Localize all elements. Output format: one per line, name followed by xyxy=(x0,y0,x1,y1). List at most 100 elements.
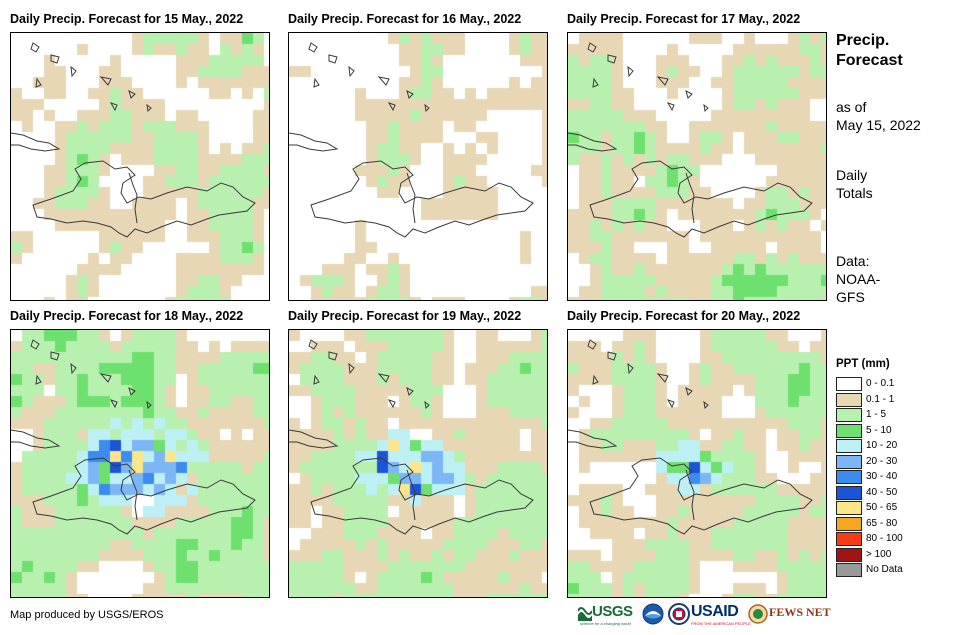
bahamas-coastline xyxy=(627,362,634,375)
forecast-panel-5: Daily Precip. Forecast for 19 May., 2022 xyxy=(288,309,548,598)
border-line xyxy=(406,469,416,521)
legend-title: PPT (mm) xyxy=(836,358,890,370)
totals-label: Daily Totals xyxy=(836,166,873,202)
bahamas-coastline xyxy=(109,399,118,409)
legend-swatch xyxy=(836,516,862,531)
forecast-panel-4: Daily Precip. Forecast for 18 May., 2022 xyxy=(10,309,270,598)
hispaniola-coastline xyxy=(32,160,256,238)
legend-label: 40 - 50 xyxy=(866,486,898,498)
hispaniola-coastline xyxy=(589,160,813,238)
legend-swatch xyxy=(836,485,862,500)
bahamas-coastline xyxy=(128,90,136,99)
bahamas-coastline xyxy=(99,373,112,383)
forecast-panel-2: Daily Precip. Forecast for 16 May., 2022 xyxy=(288,12,548,301)
border-line xyxy=(685,172,695,224)
legend-label: > 100 xyxy=(866,548,892,560)
bahamas-coastline xyxy=(627,65,634,78)
precip-map xyxy=(567,32,827,301)
data-source-line1: Data: xyxy=(836,253,870,269)
precip-map xyxy=(288,32,548,301)
bahamas-coastline xyxy=(109,102,118,112)
bahamas-coastline xyxy=(656,373,669,383)
precip-raster xyxy=(568,330,826,597)
bahamas-coastline xyxy=(406,90,414,99)
bahamas-coastline xyxy=(377,76,390,86)
legend-swatch xyxy=(836,501,862,515)
legend-swatch xyxy=(836,408,862,422)
bahamas-coastline xyxy=(387,102,396,112)
forecast-panel-3: Daily Precip. Forecast for 17 May., 2022 xyxy=(567,12,827,301)
totals-line1: Daily xyxy=(836,167,868,183)
panel-title: Daily Precip. Forecast for 17 May., 2022 xyxy=(567,12,801,26)
bahamas-coastline xyxy=(607,351,617,361)
coastline-overlay xyxy=(289,339,534,535)
coastline-overlay xyxy=(11,42,256,238)
precip-raster xyxy=(289,330,547,597)
panel-title: Daily Precip. Forecast for 15 May., 2022 xyxy=(10,12,244,26)
hispaniola-coastline xyxy=(310,160,534,238)
bahamas-coastline xyxy=(30,339,40,350)
bahamas-coastline xyxy=(424,103,430,113)
bahamas-coastline xyxy=(50,351,60,361)
border-line xyxy=(128,172,138,224)
panel-title: Daily Precip. Forecast for 20 May., 2022 xyxy=(567,309,801,323)
bahamas-coastline xyxy=(666,102,675,112)
bahamas-coastline xyxy=(656,76,669,86)
bahamas-coastline xyxy=(592,374,599,385)
legend-label: No Data xyxy=(866,564,903,575)
usgs-logo-icon xyxy=(578,607,592,621)
bahamas-coastline xyxy=(387,399,396,409)
bahamas-coastline xyxy=(313,374,320,385)
bahamas-coastline xyxy=(30,42,40,53)
border-line xyxy=(128,469,138,521)
bahamas-coastline xyxy=(308,42,318,53)
coastline-overlay xyxy=(289,42,534,238)
seal-icon xyxy=(668,603,690,625)
cuba-coastline xyxy=(11,132,61,152)
as-of-label: as of xyxy=(836,99,867,115)
precip-raster xyxy=(568,33,826,300)
legend-swatch xyxy=(836,423,862,438)
logo-strip: USGS science for a changing world USAID … xyxy=(578,601,831,631)
legend-swatch xyxy=(836,454,862,469)
bahamas-coastline xyxy=(424,400,430,410)
legend-label: 30 - 40 xyxy=(866,471,898,482)
panel-title: Daily Precip. Forecast for 16 May., 2022 xyxy=(288,12,522,26)
forecast-panel-1: Daily Precip. Forecast for 15 May., 2022 xyxy=(10,12,270,301)
bahamas-coastline xyxy=(685,387,693,396)
bahamas-coastline xyxy=(348,65,355,78)
bahamas-coastline xyxy=(328,54,338,64)
bahamas-coastline xyxy=(70,65,77,78)
legend-label: 50 - 65 xyxy=(866,502,898,513)
fews-net-logo-icon xyxy=(748,604,768,624)
sidebar-title-line2: Forecast xyxy=(836,52,903,69)
coastline-overlay xyxy=(11,339,256,535)
usaid-logo: USAID xyxy=(691,603,739,620)
legend-swatch xyxy=(836,439,862,453)
cuba-coastline xyxy=(11,429,61,449)
as-of-date: as of May 15, 2022 xyxy=(836,98,921,134)
as-of-value: May 15, 2022 xyxy=(836,117,921,133)
border-line xyxy=(685,469,695,521)
fews-net-logo: FEWS NET xyxy=(769,605,831,619)
panel-title: Daily Precip. Forecast for 18 May., 2022 xyxy=(10,309,244,323)
sidebar-title: Precip. Forecast xyxy=(836,31,903,71)
bahamas-coastline xyxy=(99,76,112,86)
bahamas-coastline xyxy=(377,373,390,383)
border-line xyxy=(406,172,416,224)
bahamas-coastline xyxy=(313,77,320,88)
data-source-line3: GFS xyxy=(836,289,865,305)
legend-label: 0.1 - 1 xyxy=(866,393,895,405)
bahamas-coastline xyxy=(35,77,42,88)
bahamas-coastline xyxy=(146,400,152,410)
hispaniola-coastline xyxy=(310,457,534,535)
precip-raster xyxy=(11,330,269,597)
forecast-panel-6: Daily Precip. Forecast for 20 May., 2022 xyxy=(567,309,827,598)
legend-label: 5 - 10 xyxy=(866,424,892,436)
precip-map xyxy=(567,329,827,598)
legend-swatch xyxy=(836,377,862,391)
bahamas-coastline xyxy=(348,362,355,375)
bahamas-coastline xyxy=(666,399,675,409)
noaa-logo-icon xyxy=(642,603,664,625)
bahamas-coastline xyxy=(592,77,599,88)
